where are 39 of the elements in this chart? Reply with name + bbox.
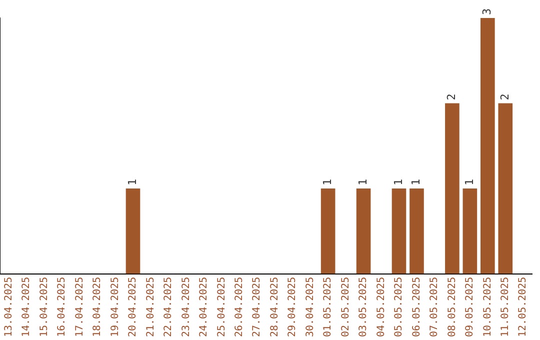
x-tick-label: 25.04.2025 (216, 276, 228, 338)
x-tick-label: 21.04.2025 (145, 276, 156, 338)
x-tick-label: 22.04.2025 (163, 276, 174, 338)
x-tick-label: 07.05.2025 (429, 276, 440, 338)
x-tick-label: 24.04.2025 (198, 276, 210, 338)
x-tick-label: 29.04.2025 (287, 276, 298, 338)
x-tick-label: 18.04.2025 (92, 276, 104, 338)
x-tick-label: 14.04.2025 (21, 276, 32, 338)
data-label: 1 (392, 178, 405, 186)
x-tick-label: 02.05.2025 (340, 276, 352, 338)
x-tick-label: 19.04.2025 (110, 276, 121, 338)
x-tick-label: 11.05.2025 (500, 276, 511, 338)
x-tick-label: 16.04.2025 (56, 276, 68, 338)
data-label: 1 (410, 178, 423, 186)
data-label: 1 (320, 178, 334, 186)
x-tick-label: 20.04.2025 (128, 276, 139, 338)
x-tick-label: 27.04.2025 (252, 276, 263, 338)
x-tick-label: 09.05.2025 (464, 276, 476, 338)
data-label: 2 (445, 94, 458, 100)
x-tick-label: 06.05.2025 (411, 276, 422, 338)
x-tick-label: 13.04.2025 (3, 276, 14, 338)
x-tick-label: 03.05.2025 (358, 276, 370, 338)
data-label: 1 (356, 178, 370, 186)
x-tick-label: 17.04.2025 (74, 276, 86, 338)
x-tick-label: 12.05.2025 (518, 276, 529, 338)
x-tick-label: 30.04.2025 (304, 276, 316, 338)
x-tick-label: 01.05.2025 (322, 276, 334, 338)
x-tick-label: 26.04.2025 (234, 276, 245, 338)
x-tick-label: 28.04.2025 (269, 276, 280, 338)
x-tick-label: 23.04.2025 (180, 276, 192, 338)
data-label: 1 (126, 178, 139, 186)
x-tick-label: 15.04.2025 (38, 276, 50, 338)
x-tick-label: 05.05.2025 (394, 276, 405, 338)
data-label: 3 (480, 8, 494, 15)
data-label: 1 (462, 178, 476, 186)
x-tick-label: 04.05.2025 (376, 276, 387, 338)
x-tick-label: 08.05.2025 (446, 276, 458, 338)
x-tick-label: 10.05.2025 (482, 276, 494, 338)
data-label: 2 (498, 94, 512, 100)
